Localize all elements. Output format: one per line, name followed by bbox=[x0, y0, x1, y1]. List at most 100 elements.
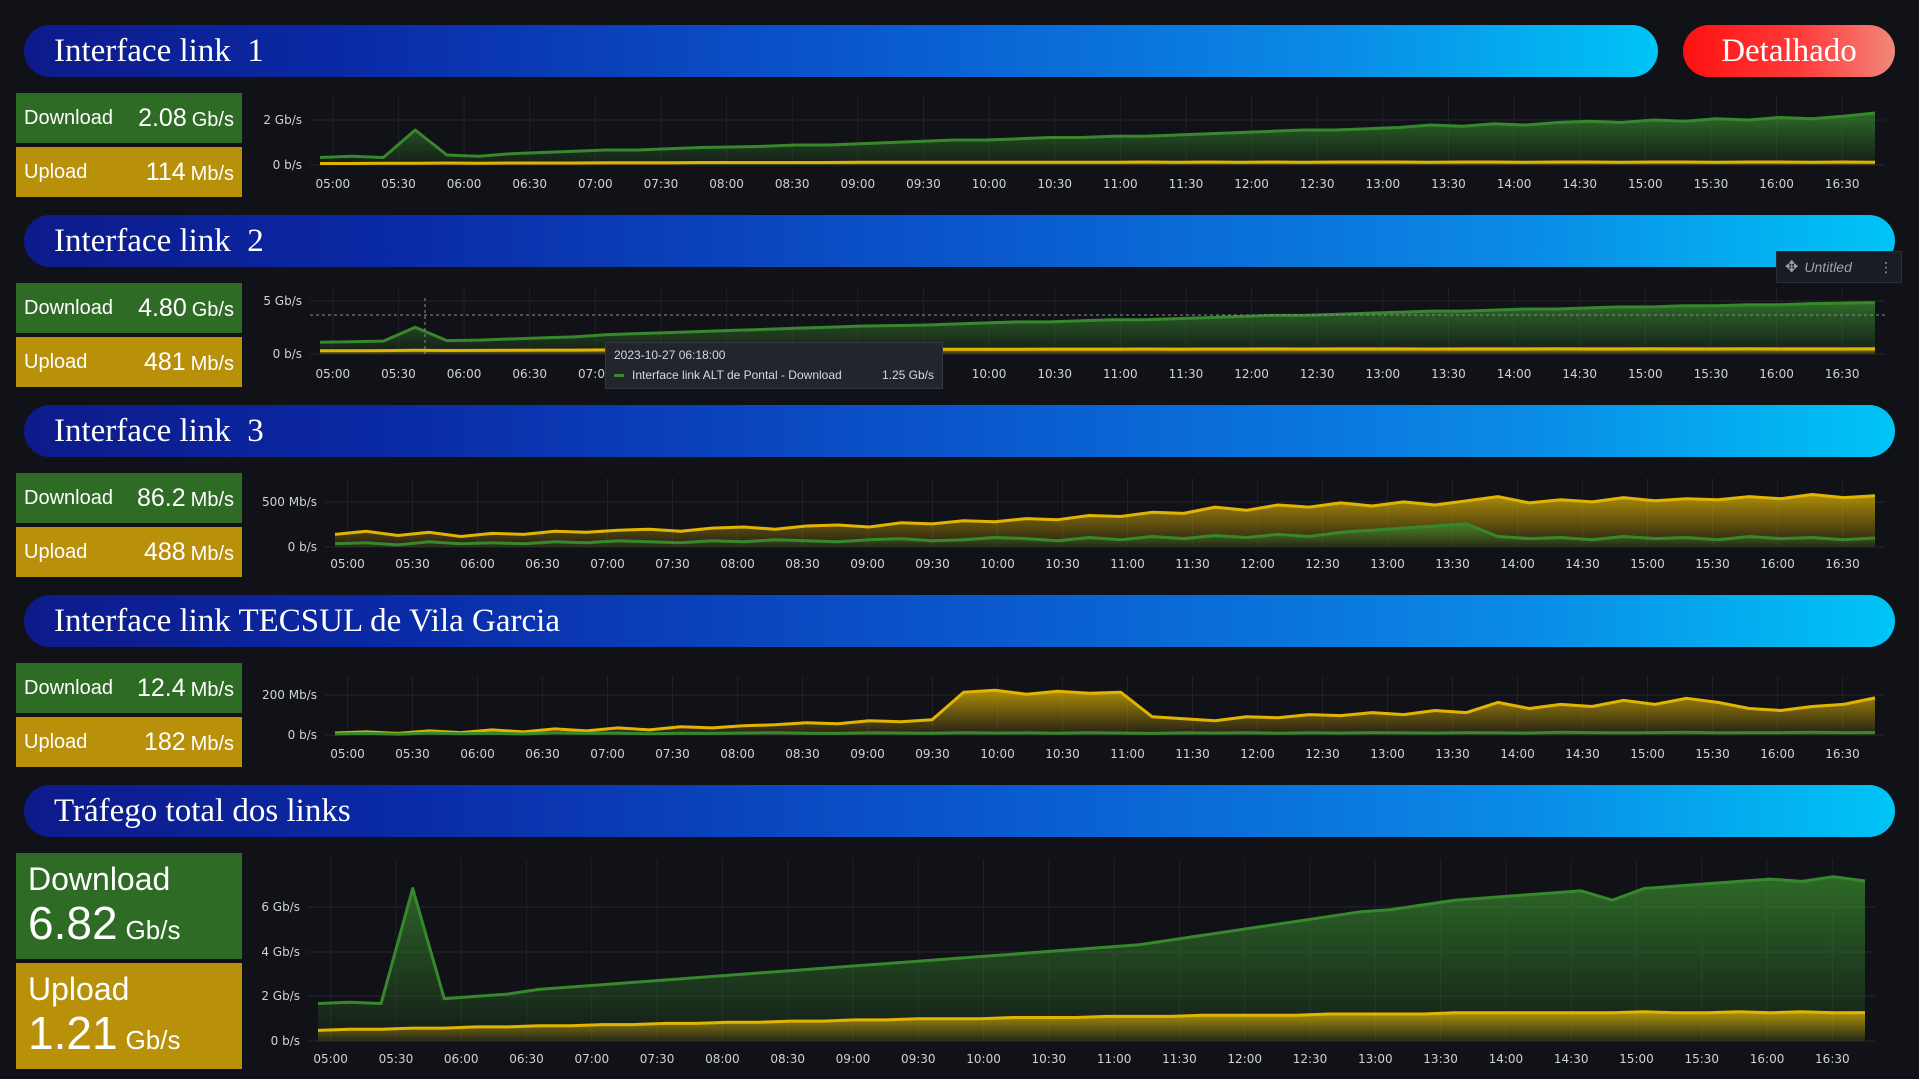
download-value: 86.2 bbox=[136, 483, 186, 512]
x-tick-label: 07:30 bbox=[640, 1052, 675, 1066]
move-icon[interactable]: ✥ bbox=[1785, 259, 1799, 276]
panel-2-banner: Interface link 2 bbox=[24, 215, 1895, 267]
x-tick-label: 14:30 bbox=[1562, 367, 1597, 381]
y-tick-label: 6 Gb/s bbox=[261, 900, 300, 914]
download-area bbox=[320, 113, 1875, 165]
upload-label: Upload bbox=[24, 160, 88, 183]
panel-total-title: Tráfego total dos links bbox=[54, 792, 351, 829]
upload-series-line bbox=[334, 493, 1876, 538]
x-tick-label: 10:00 bbox=[972, 367, 1007, 381]
x-tick-label: 06:30 bbox=[509, 1052, 544, 1066]
panel-2-download-stat: Download 4.80 Gb/s bbox=[16, 283, 242, 333]
x-tick-label: 13:30 bbox=[1431, 367, 1466, 381]
total-traffic-chart[interactable]: 05:00 05:30 06:00 06:30 07:00 07:30 08:00 08:30… bbox=[245, 853, 1885, 1071]
x-tick-label: 13:30 bbox=[1435, 747, 1470, 761]
panel-2-upload-stat: Upload 481 Mb/s bbox=[16, 337, 242, 387]
panel-1-traffic-chart[interactable]: 05:00 05:30 06:00 06:30 07:00 07:30 08:00 08:30… bbox=[245, 92, 1885, 192]
panel-total-banner: Tráfego total dos links bbox=[24, 785, 1895, 837]
x-tick-label: 14:30 bbox=[1562, 177, 1597, 191]
x-tick-label: 14:30 bbox=[1565, 557, 1600, 571]
download-label: Download bbox=[24, 296, 113, 319]
x-tick-label: 13:30 bbox=[1435, 557, 1470, 571]
x-tick-label: 06:30 bbox=[512, 177, 547, 191]
x-tick-label: 10:30 bbox=[1032, 1052, 1067, 1066]
panel-1-upload-stat: Upload 114 Mb/s bbox=[16, 147, 242, 197]
y-tick-label: 0 b/s bbox=[288, 728, 317, 742]
x-tick-label: 05:30 bbox=[395, 747, 430, 761]
x-tick-label: 11:00 bbox=[1097, 1052, 1132, 1066]
upload-value: 182 bbox=[143, 727, 186, 756]
download-label: Download bbox=[24, 106, 113, 129]
x-tick-label: 15:30 bbox=[1694, 367, 1729, 381]
x-tick-label: 10:30 bbox=[1045, 747, 1080, 761]
x-tick-label: 05:00 bbox=[316, 367, 351, 381]
download-label: Download bbox=[24, 676, 113, 699]
download-unit: Mb/s bbox=[190, 488, 234, 511]
upload-label: Upload bbox=[24, 730, 88, 753]
x-tick-label: 10:30 bbox=[1037, 367, 1072, 381]
x-tick-label: 12:00 bbox=[1240, 557, 1275, 571]
upload-series-line bbox=[320, 160, 1876, 165]
y-tick-label: 0 b/s bbox=[273, 347, 302, 361]
panel-3-traffic-chart[interactable]: 05:00 05:30 06:00 06:30 07:00 07:30 08:00 08:30… bbox=[245, 472, 1885, 572]
upload-value: 1.21 bbox=[28, 1007, 118, 1059]
x-tick-label: 11:30 bbox=[1169, 177, 1204, 191]
y-tick-label: 2 Gb/s bbox=[263, 113, 302, 127]
panel-1-download-stat: Download 2.08 Gb/s bbox=[16, 93, 242, 143]
x-tick-label: 15:00 bbox=[1630, 557, 1665, 571]
x-tick-label: 15:00 bbox=[1628, 177, 1663, 191]
x-tick-label: 07:00 bbox=[578, 177, 613, 191]
x-tick-label: 13:00 bbox=[1358, 1052, 1393, 1066]
x-tick-label: 11:00 bbox=[1103, 367, 1138, 381]
detailed-button[interactable]: Detalhado bbox=[1683, 25, 1895, 77]
x-tick-label: 06:00 bbox=[444, 1052, 479, 1066]
x-tick-label: 16:30 bbox=[1825, 367, 1860, 381]
x-tick-label: 12:30 bbox=[1300, 177, 1335, 191]
kebab-menu-icon[interactable]: ⋮ bbox=[1879, 258, 1893, 275]
y-tick-label: 4 Gb/s bbox=[261, 945, 300, 959]
upload-value: 114 bbox=[145, 157, 186, 186]
upload-unit: Mb/s bbox=[190, 542, 234, 565]
x-tick-label: 10:30 bbox=[1045, 557, 1080, 571]
x-tick-label: 13:00 bbox=[1370, 557, 1405, 571]
upload-label: Upload bbox=[24, 540, 88, 563]
x-tick-label: 05:00 bbox=[313, 1052, 348, 1066]
x-tick-label: 15:30 bbox=[1695, 747, 1730, 761]
x-tick-label: 10:30 bbox=[1037, 177, 1072, 191]
x-tick-label: 12:30 bbox=[1305, 747, 1340, 761]
x-tick-label: 16:30 bbox=[1825, 747, 1860, 761]
x-tick-label: 16:00 bbox=[1759, 367, 1794, 381]
total-download-stat: Download 6.82 Gb/s bbox=[16, 853, 242, 959]
panel-4-traffic-chart[interactable]: 05:00 05:30 06:00 06:30 07:00 07:30 08:00 08:30… bbox=[245, 662, 1885, 762]
x-tick-label: 09:30 bbox=[906, 177, 941, 191]
x-tick-label: 12:00 bbox=[1234, 367, 1269, 381]
x-tick-label: 14:30 bbox=[1565, 747, 1600, 761]
download-series-line bbox=[317, 875, 1866, 1005]
download-value: 4.80 bbox=[138, 293, 187, 322]
download-series-line bbox=[334, 522, 1876, 547]
x-tick-label: 07:30 bbox=[655, 747, 690, 761]
upload-area bbox=[318, 1011, 1865, 1041]
x-tick-label: 13:00 bbox=[1370, 747, 1405, 761]
panel-2-traffic-chart[interactable]: 05:0005:3006:0006:3007:0007:3008:0008:30… bbox=[245, 282, 1885, 392]
y-tick-label: 2 Gb/s bbox=[261, 989, 300, 1003]
x-tick-label: 05:00 bbox=[316, 177, 351, 191]
x-tick-label: 08:00 bbox=[709, 177, 744, 191]
x-tick-label: 05:30 bbox=[381, 177, 416, 191]
x-tick-label: 11:30 bbox=[1175, 747, 1210, 761]
x-tick-label: 09:00 bbox=[836, 1052, 871, 1066]
panel-header-menu[interactable]: ✥ Untitled ⋮ bbox=[1776, 251, 1902, 283]
panel-3-banner: Interface link 3 bbox=[24, 405, 1895, 457]
y-tick-label: 200 Mb/s bbox=[262, 688, 317, 702]
x-tick-label: 07:30 bbox=[644, 177, 679, 191]
download-series-line bbox=[319, 301, 1876, 344]
x-tick-label: 16:00 bbox=[1759, 177, 1794, 191]
download-unit: Mb/s bbox=[190, 678, 234, 701]
download-value: 6.82 bbox=[28, 897, 118, 949]
x-tick-label: 05:30 bbox=[395, 557, 430, 571]
download-series-line bbox=[334, 730, 1876, 736]
x-tick-label: 16:30 bbox=[1825, 177, 1860, 191]
x-tick-label: 13:30 bbox=[1423, 1052, 1458, 1066]
x-tick-label: 09:00 bbox=[841, 177, 876, 191]
x-tick-label: 15:00 bbox=[1628, 367, 1663, 381]
